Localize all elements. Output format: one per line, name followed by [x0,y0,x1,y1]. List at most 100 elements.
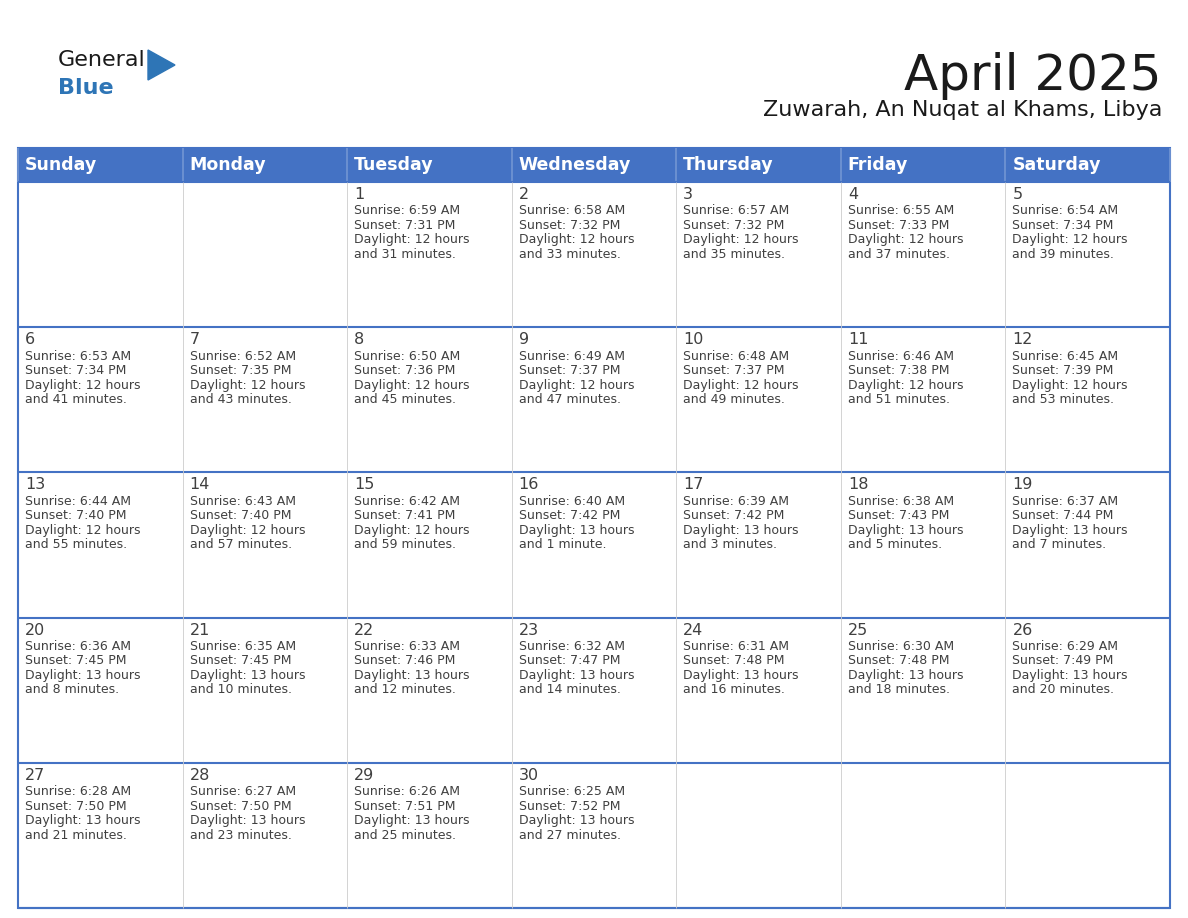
Bar [183,618,347,763]
Text: 22: 22 [354,622,374,638]
Bar [183,763,347,908]
Bar [183,327,347,473]
Text: Sunrise: 6:55 AM: Sunrise: 6:55 AM [848,205,954,218]
Text: Daylight: 13 hours: Daylight: 13 hours [1012,524,1127,537]
Text: Sunrise: 6:36 AM: Sunrise: 6:36 AM [25,640,131,653]
Text: Sunrise: 6:30 AM: Sunrise: 6:30 AM [848,640,954,653]
Text: Daylight: 12 hours: Daylight: 12 hours [354,233,469,246]
Text: 17: 17 [683,477,703,492]
Text: Sunset: 7:51 PM: Sunset: 7:51 PM [354,800,456,812]
Text: and 47 minutes.: and 47 minutes. [519,393,620,406]
Text: Blue: Blue [58,78,114,98]
Text: and 31 minutes.: and 31 minutes. [354,248,456,261]
Text: Sunrise: 6:42 AM: Sunrise: 6:42 AM [354,495,460,508]
Text: Sunset: 7:34 PM: Sunset: 7:34 PM [1012,218,1114,232]
Text: 6: 6 [25,332,36,347]
Text: Sunrise: 6:50 AM: Sunrise: 6:50 AM [354,350,461,363]
Bar [676,327,841,473]
Text: Sunrise: 6:53 AM: Sunrise: 6:53 AM [25,350,131,363]
Text: 1: 1 [354,187,365,202]
Text: Daylight: 12 hours: Daylight: 12 hours [519,233,634,246]
Text: 28: 28 [190,767,210,783]
Text: 16: 16 [519,477,539,492]
Bar [1005,327,1170,473]
Text: Daylight: 12 hours: Daylight: 12 hours [1012,233,1127,246]
Text: Sunset: 7:32 PM: Sunset: 7:32 PM [683,218,784,232]
Text: and 41 minutes.: and 41 minutes. [25,393,127,406]
Polygon shape [148,50,175,80]
Bar [676,618,841,763]
Text: and 49 minutes.: and 49 minutes. [683,393,785,406]
Text: Sunrise: 6:40 AM: Sunrise: 6:40 AM [519,495,625,508]
Bar [1005,473,1170,618]
Text: Daylight: 13 hours: Daylight: 13 hours [519,669,634,682]
Text: Daylight: 13 hours: Daylight: 13 hours [1012,669,1127,682]
Text: Daylight: 12 hours: Daylight: 12 hours [519,378,634,392]
Bar [676,473,841,618]
Text: Sunset: 7:45 PM: Sunset: 7:45 PM [25,655,126,667]
Bar [18,148,1170,908]
Text: Daylight: 13 hours: Daylight: 13 hours [190,669,305,682]
Text: and 59 minutes.: and 59 minutes. [354,538,456,552]
Text: 8: 8 [354,332,365,347]
Text: April 2025: April 2025 [904,52,1162,100]
Text: Sunrise: 6:38 AM: Sunrise: 6:38 AM [848,495,954,508]
Text: Daylight: 13 hours: Daylight: 13 hours [683,669,798,682]
Text: and 23 minutes.: and 23 minutes. [190,829,291,842]
Text: Sunset: 7:43 PM: Sunset: 7:43 PM [848,509,949,522]
Text: Sunset: 7:52 PM: Sunset: 7:52 PM [519,800,620,812]
Text: Sunset: 7:32 PM: Sunset: 7:32 PM [519,218,620,232]
Text: Sunset: 7:50 PM: Sunset: 7:50 PM [25,800,127,812]
Text: Daylight: 12 hours: Daylight: 12 hours [190,378,305,392]
Text: Thursday: Thursday [683,156,773,174]
Text: and 37 minutes.: and 37 minutes. [848,248,950,261]
Text: Sunrise: 6:26 AM: Sunrise: 6:26 AM [354,785,460,798]
Text: 14: 14 [190,477,210,492]
Text: 2: 2 [519,187,529,202]
Bar [512,618,676,763]
Text: Sunrise: 6:54 AM: Sunrise: 6:54 AM [1012,205,1119,218]
Text: Sunrise: 6:45 AM: Sunrise: 6:45 AM [1012,350,1119,363]
Bar [841,763,1005,908]
Bar [841,327,1005,473]
Text: General: General [58,50,146,70]
Text: Sunset: 7:40 PM: Sunset: 7:40 PM [25,509,126,522]
Text: Sunrise: 6:57 AM: Sunrise: 6:57 AM [683,205,790,218]
Text: 21: 21 [190,622,210,638]
Text: and 27 minutes.: and 27 minutes. [519,829,620,842]
Bar [512,473,676,618]
Text: Sunset: 7:50 PM: Sunset: 7:50 PM [190,800,291,812]
Text: Sunset: 7:46 PM: Sunset: 7:46 PM [354,655,455,667]
Bar [347,618,512,763]
Text: and 43 minutes.: and 43 minutes. [190,393,291,406]
Text: 7: 7 [190,332,200,347]
Text: and 55 minutes.: and 55 minutes. [25,538,127,552]
Text: Saturday: Saturday [1012,156,1101,174]
Text: and 16 minutes.: and 16 minutes. [683,684,785,697]
Text: Wednesday: Wednesday [519,156,631,174]
Text: and 45 minutes.: and 45 minutes. [354,393,456,406]
Text: Sunset: 7:49 PM: Sunset: 7:49 PM [1012,655,1114,667]
Text: 30: 30 [519,767,539,783]
Text: 9: 9 [519,332,529,347]
Text: Daylight: 13 hours: Daylight: 13 hours [519,524,634,537]
Text: Daylight: 13 hours: Daylight: 13 hours [683,524,798,537]
Text: and 12 minutes.: and 12 minutes. [354,684,456,697]
Bar [1005,182,1170,327]
Text: Sunset: 7:45 PM: Sunset: 7:45 PM [190,655,291,667]
Text: Daylight: 13 hours: Daylight: 13 hours [519,814,634,827]
Text: 13: 13 [25,477,45,492]
Text: 15: 15 [354,477,374,492]
Bar [676,763,841,908]
Text: 26: 26 [1012,622,1032,638]
Text: Daylight: 12 hours: Daylight: 12 hours [848,378,963,392]
Text: Daylight: 13 hours: Daylight: 13 hours [848,669,963,682]
Text: Sunset: 7:42 PM: Sunset: 7:42 PM [519,509,620,522]
Text: Daylight: 13 hours: Daylight: 13 hours [25,814,140,827]
Text: and 21 minutes.: and 21 minutes. [25,829,127,842]
Text: Friday: Friday [848,156,909,174]
Text: 11: 11 [848,332,868,347]
Text: Sunset: 7:44 PM: Sunset: 7:44 PM [1012,509,1114,522]
Bar [18,473,183,618]
Text: 3: 3 [683,187,694,202]
